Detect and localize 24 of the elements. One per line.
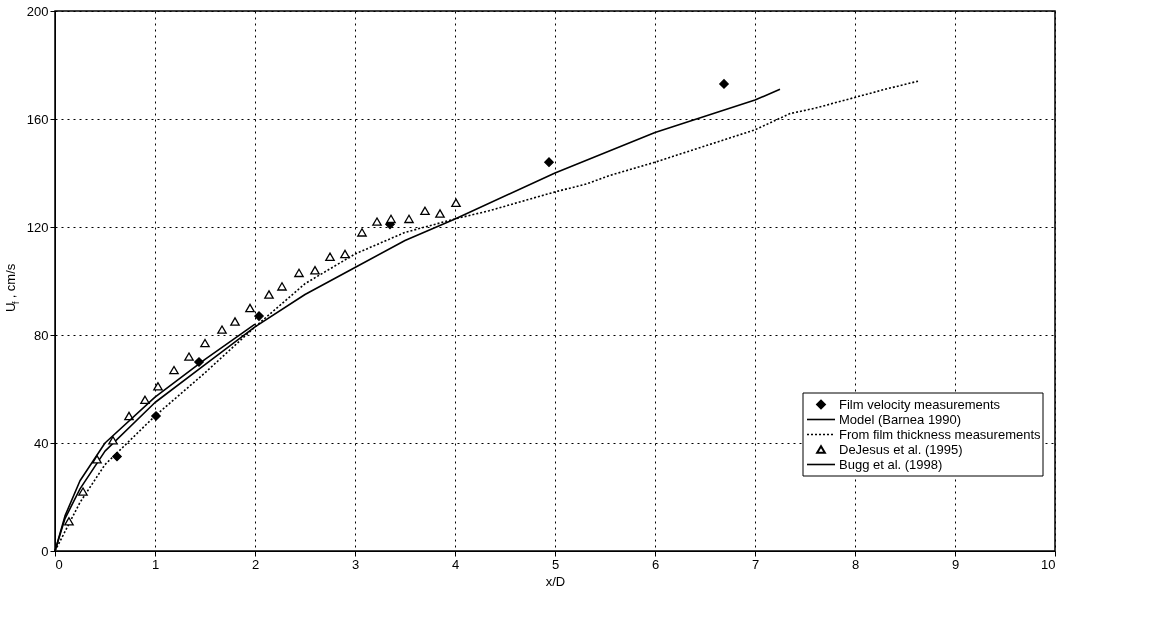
x-tick-label: 2: [251, 556, 260, 572]
legend-label: From film thickness measurements: [839, 426, 1042, 442]
y-tick-label: 120: [26, 219, 49, 235]
y-tick-label: 160: [26, 111, 49, 127]
y-tick-label: 40: [34, 435, 49, 451]
y-axis-title: Uf, cm/s: [3, 263, 21, 312]
x-tick-label: 6: [651, 556, 660, 572]
x-tick-label: 10: [1041, 556, 1056, 572]
x-tick-label: 8: [851, 556, 860, 572]
legend-label: Film velocity measurements: [839, 396, 1001, 412]
x-tick-label: 1: [151, 556, 160, 572]
x-tick-label: 7: [751, 556, 760, 572]
x-tick-label: 3: [351, 556, 360, 572]
y-tick-label: 200: [26, 3, 49, 19]
legend-label: Model (Barnea 1990): [839, 411, 962, 427]
legend-label: Bugg et al. (1998): [839, 456, 943, 472]
y-tick-label: 80: [34, 327, 49, 343]
x-tick-label: 5: [551, 556, 560, 572]
y-tick-label: 0: [41, 543, 49, 559]
x-tick-label: 4: [451, 556, 460, 572]
x-tick-label: 9: [951, 556, 960, 572]
x-tick-label: 0: [55, 556, 63, 572]
legend-label: DeJesus et al. (1995): [839, 441, 963, 457]
x-axis-title: x/D: [545, 573, 566, 589]
